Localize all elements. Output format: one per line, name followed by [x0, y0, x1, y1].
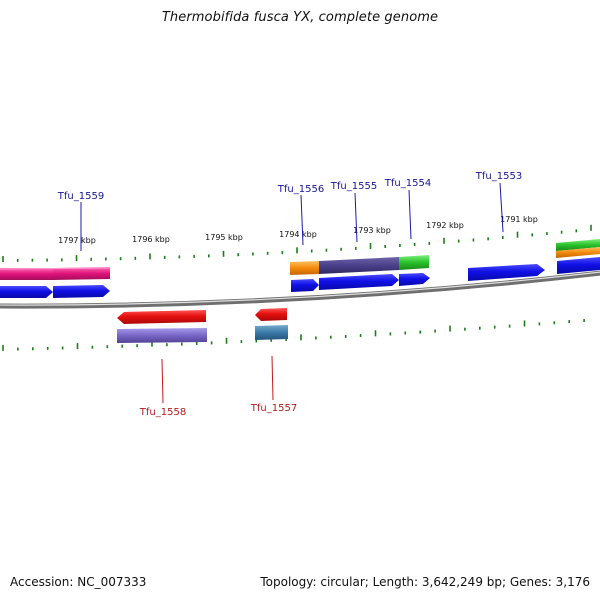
gene-label-tfu-1557[interactable]: Tfu_1557 — [250, 403, 297, 414]
gene-arrow-forward[interactable] — [0, 286, 53, 298]
leader-line-tfu-1555 — [354, 192, 358, 243]
scale-label: 1794 kbp — [279, 230, 317, 239]
feature-block-green[interactable] — [399, 255, 429, 270]
gene-arrow-tfu-1553[interactable] — [468, 264, 545, 281]
genome-backbone-highlight — [0, 271, 600, 306]
gene-arrow-tfu-1554[interactable] — [399, 273, 430, 286]
scale-label: 1791 kbp — [500, 215, 538, 224]
scale-ticks-lower — [2, 319, 585, 351]
scale-label: 1793 kbp — [353, 226, 391, 235]
gene-arrow-tfu-1559[interactable] — [53, 285, 110, 298]
feature-block-lavender[interactable] — [117, 328, 207, 343]
gene-arrow-forward-right[interactable] — [557, 257, 600, 274]
gene-label-tfu-1555[interactable]: Tfu_1555 — [330, 181, 377, 192]
gene-label-tfu-1554[interactable]: Tfu_1554 — [384, 178, 431, 189]
gene-label-tfu-1558[interactable]: Tfu_1558 — [139, 407, 186, 418]
leader-line-tfu-1556 — [300, 194, 304, 246]
leader-line-tfu-1553 — [499, 182, 504, 233]
leader-line-tfu-1557 — [271, 355, 274, 401]
feature-block-highlight — [0, 267, 111, 270]
gene-label-tfu-1553[interactable]: Tfu_1553 — [475, 171, 522, 182]
gene-arrow-tfu-1556[interactable] — [291, 279, 319, 292]
genome-title: Thermobifida fusca YX, complete genome — [161, 10, 439, 25]
scale-label: 1796 kbp — [132, 235, 170, 244]
gene-arrow-tfu-1558[interactable] — [117, 310, 206, 324]
genome-backbone — [0, 270, 600, 309]
scale-label: 1797 kbp — [58, 236, 96, 245]
scale-label: 1792 kbp — [426, 221, 464, 230]
topology-summary: Topology: circular; Length: 3,642,249 bp… — [260, 575, 590, 589]
feature-block-purple[interactable] — [319, 257, 399, 274]
leader-line-tfu-1554 — [408, 189, 412, 240]
scale-label: 1795 kbp — [205, 233, 243, 242]
gene-arrow-tfu-1557[interactable] — [255, 308, 287, 321]
gene-arrow-tfu-1555[interactable] — [319, 274, 399, 290]
accession-label: Accession: NC_007333 — [10, 575, 147, 589]
gene-label-tfu-1559[interactable]: Tfu_1559 — [57, 191, 104, 202]
scale-ticks-upper — [2, 224, 592, 262]
feature-block-orange[interactable] — [290, 261, 319, 275]
gene-label-tfu-1556[interactable]: Tfu_1556 — [277, 184, 324, 195]
feature-block-orange-right[interactable] — [556, 247, 600, 258]
feature-block-steel-blue[interactable] — [255, 325, 288, 340]
feature-block-pink-left[interactable] — [0, 268, 53, 280]
feature-block-pink[interactable] — [53, 267, 110, 280]
leader-line-tfu-1558 — [161, 358, 164, 404]
